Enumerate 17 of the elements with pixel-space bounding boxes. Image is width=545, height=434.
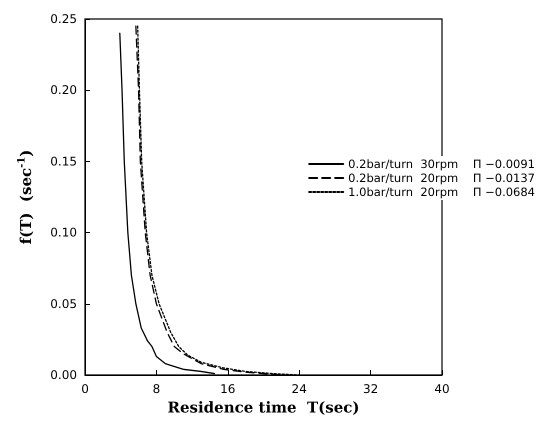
y-tick-label: 0.10 xyxy=(50,226,77,240)
x-tick-label: 16 xyxy=(220,382,236,396)
legend-label: 1.0bar/turn 20rpm Π −0.0684 xyxy=(348,185,536,199)
y-tick-label: 0.20 xyxy=(50,83,77,98)
x-tick-label: 24 xyxy=(292,382,307,396)
y-tick-label: 0.25 xyxy=(50,12,77,26)
y-tick-label: 0.00 xyxy=(50,368,77,382)
x-tick-label: 32 xyxy=(362,382,378,396)
y-tick-label: 0.05 xyxy=(50,296,77,311)
x-tick-label: 0 xyxy=(81,382,89,396)
legend-label: 0.2bar/turn 20rpm Π −0.0137 xyxy=(348,171,536,185)
x-axis-title: Residence time T(sec) xyxy=(168,398,360,416)
legend-label: 0.2bar/turn 30rpm Π −0.0091 xyxy=(348,157,536,171)
x-tick-label: 8 xyxy=(152,382,160,396)
y-axis-title: f(T) (sec-1) xyxy=(16,150,35,244)
y-tick-label: 0.15 xyxy=(50,154,77,168)
x-tick-label: 40 xyxy=(434,382,450,396)
